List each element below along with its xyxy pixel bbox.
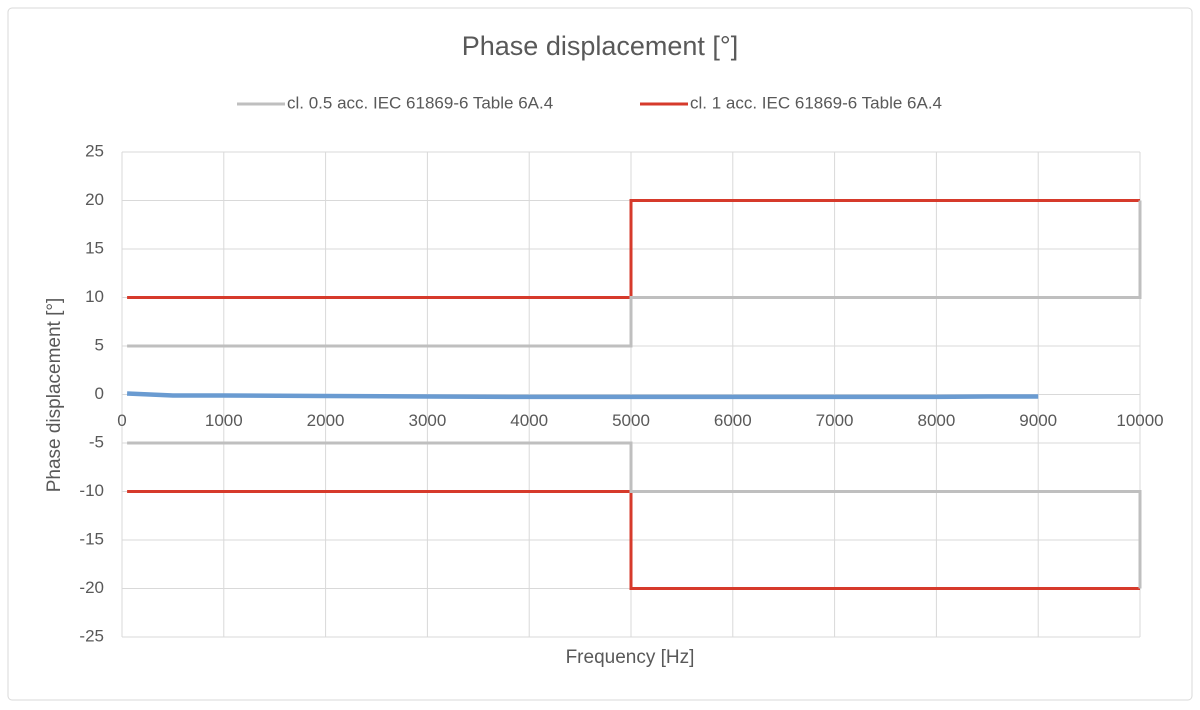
x-tick-label: 2000: [307, 411, 345, 430]
x-tick-label: 4000: [510, 411, 548, 430]
y-tick-label: 0: [95, 384, 104, 403]
y-tick-label: 20: [85, 190, 104, 209]
plot: [126, 199, 1142, 590]
x-tick-label: 5000: [612, 411, 650, 430]
y-tick-label: -25: [79, 626, 104, 645]
chart-frame: [7, 7, 1193, 701]
x-tick-label: 8000: [917, 411, 955, 430]
chart-title: Phase displacement [°]: [462, 31, 738, 61]
series-line: [127, 199, 1140, 590]
y-tick-label: -10: [79, 481, 104, 500]
y-tick-label: 10: [85, 287, 104, 306]
x-tick-label: 0: [117, 411, 126, 430]
y-tick-label: 25: [85, 141, 104, 160]
y-axis-title: Phase displacement [°]: [44, 298, 65, 493]
y-tick-label: -5: [89, 432, 104, 451]
y-tick-label: -15: [79, 529, 104, 548]
x-tick-label: 6000: [714, 411, 752, 430]
y-tick-label: 5: [95, 335, 104, 354]
x-tick-label: 7000: [816, 411, 854, 430]
x-tick-label: 1000: [205, 411, 243, 430]
y-tick-label: -20: [79, 578, 104, 597]
x-tick-label: 10000: [1116, 411, 1163, 430]
legend-label: cl. 1 acc. IEC 61869-6 Table 6A.4: [690, 93, 942, 112]
series-line: [127, 200, 1142, 589]
x-axis-title: Frequency [Hz]: [566, 647, 695, 668]
series-line: [126, 391, 1039, 400]
x-tick-label: 9000: [1019, 411, 1057, 430]
legend-label: cl. 0.5 acc. IEC 61869-6 Table 6A.4: [287, 93, 553, 112]
y-tick-label: 15: [85, 238, 104, 257]
x-tick-label: 3000: [408, 411, 446, 430]
